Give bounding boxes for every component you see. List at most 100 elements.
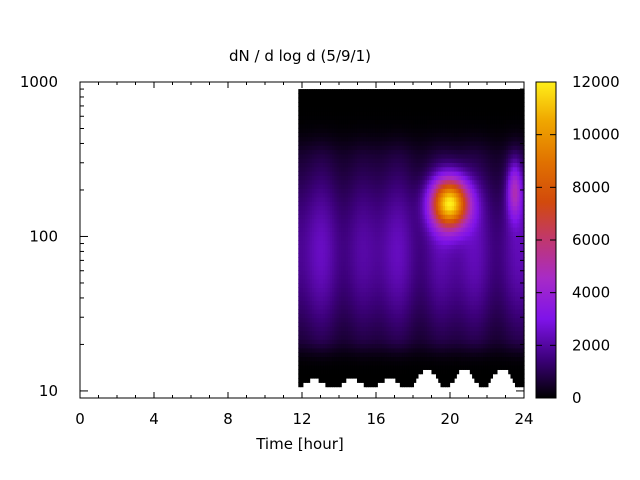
heat-cell — [393, 162, 396, 168]
heat-cell — [460, 171, 464, 176]
heat-cell — [426, 235, 430, 241]
heat-cell — [395, 265, 399, 271]
heat-cell — [368, 321, 372, 327]
heat-cell — [433, 235, 437, 241]
heat-cell — [354, 196, 358, 202]
heat-cell — [454, 343, 457, 349]
heat-cell — [377, 326, 381, 332]
heat-cell — [309, 300, 313, 306]
heat-cell — [314, 356, 317, 362]
heat-cell — [329, 153, 333, 159]
heat-cell — [417, 227, 421, 232]
heat-cell — [390, 326, 394, 332]
heat-cell — [386, 106, 390, 112]
heat-cell — [354, 127, 358, 133]
heat-cell — [463, 356, 466, 362]
heat-cell — [338, 171, 342, 176]
heat-cell — [309, 188, 313, 194]
heat-cell — [451, 153, 455, 159]
heat-cell — [316, 140, 320, 146]
heat-cell — [305, 291, 308, 297]
heat-cell — [408, 343, 412, 349]
heat-cell — [338, 244, 342, 250]
heat-cell — [334, 347, 338, 353]
heat-cell — [311, 171, 315, 176]
heat-cell — [336, 365, 340, 370]
heat-cell — [433, 326, 437, 332]
heat-cell — [320, 227, 324, 232]
heat-cell — [458, 158, 462, 163]
heat-cell — [359, 119, 363, 125]
heat-cell — [386, 330, 390, 336]
heat-cell — [305, 377, 308, 383]
heat-cell — [302, 334, 306, 340]
heat-cell — [352, 343, 356, 349]
heat-cell — [338, 97, 342, 103]
heat-cell — [411, 240, 415, 245]
heat-cell — [415, 145, 419, 151]
heat-cell — [345, 296, 349, 301]
heat-cell — [356, 261, 360, 267]
heat-cell — [406, 326, 410, 332]
heat-cell — [381, 330, 385, 336]
heat-cell — [356, 119, 360, 125]
heat-cell — [442, 209, 446, 215]
heat-cell — [440, 192, 444, 198]
heat-cell — [356, 158, 360, 163]
heat-cell — [318, 287, 322, 293]
heat-cell — [429, 244, 433, 250]
heat-cell — [463, 309, 466, 314]
heat-cell — [325, 140, 329, 146]
heat-cell — [433, 227, 437, 232]
heat-cell — [442, 309, 446, 314]
heat-cell — [375, 188, 378, 194]
heat-cell — [388, 257, 392, 263]
heat-cell — [305, 231, 308, 237]
heat-cell — [435, 261, 439, 267]
heat-cell — [354, 248, 358, 254]
heat-cell — [440, 321, 444, 327]
heat-cell — [429, 119, 433, 125]
heat-cell — [397, 188, 401, 194]
heat-cell — [393, 365, 396, 370]
heat-cell — [338, 201, 342, 207]
heat-cell — [375, 291, 378, 297]
heat-cell — [316, 339, 320, 345]
heat-cell — [368, 110, 372, 116]
heat-cell — [318, 140, 322, 146]
heat-cell — [420, 218, 424, 224]
heat-cell — [411, 192, 415, 198]
heat-cell — [356, 343, 360, 349]
heat-cell — [300, 201, 304, 207]
heat-cell — [424, 209, 428, 215]
heat-cell — [449, 175, 453, 181]
heat-cell — [384, 317, 387, 323]
heat-cell — [341, 261, 345, 267]
heat-cell — [415, 93, 419, 99]
heat-cell — [361, 321, 365, 327]
heat-cell — [445, 343, 448, 349]
heat-cell — [311, 317, 315, 323]
heat-cell — [329, 257, 333, 263]
heat-cell — [422, 330, 426, 336]
heat-cell — [417, 175, 421, 181]
heat-cell — [426, 102, 430, 107]
heat-cell — [379, 140, 383, 146]
heat-cell — [372, 274, 376, 280]
heat-cell — [384, 244, 387, 250]
heat-cell — [302, 347, 306, 353]
heat-cell — [368, 356, 372, 362]
heat-cell — [420, 222, 424, 228]
heat-cell — [325, 97, 329, 103]
heat-cell — [379, 326, 383, 332]
heat-cell — [456, 334, 460, 340]
heat-cell — [325, 162, 329, 168]
heat-cell — [361, 132, 365, 138]
heat-cell — [338, 175, 342, 181]
heat-cell — [316, 373, 320, 379]
heat-cell — [325, 252, 329, 258]
heat-cell — [399, 257, 403, 263]
heat-cell — [417, 356, 421, 362]
heat-cell — [327, 140, 331, 146]
heat-cell — [406, 240, 410, 245]
